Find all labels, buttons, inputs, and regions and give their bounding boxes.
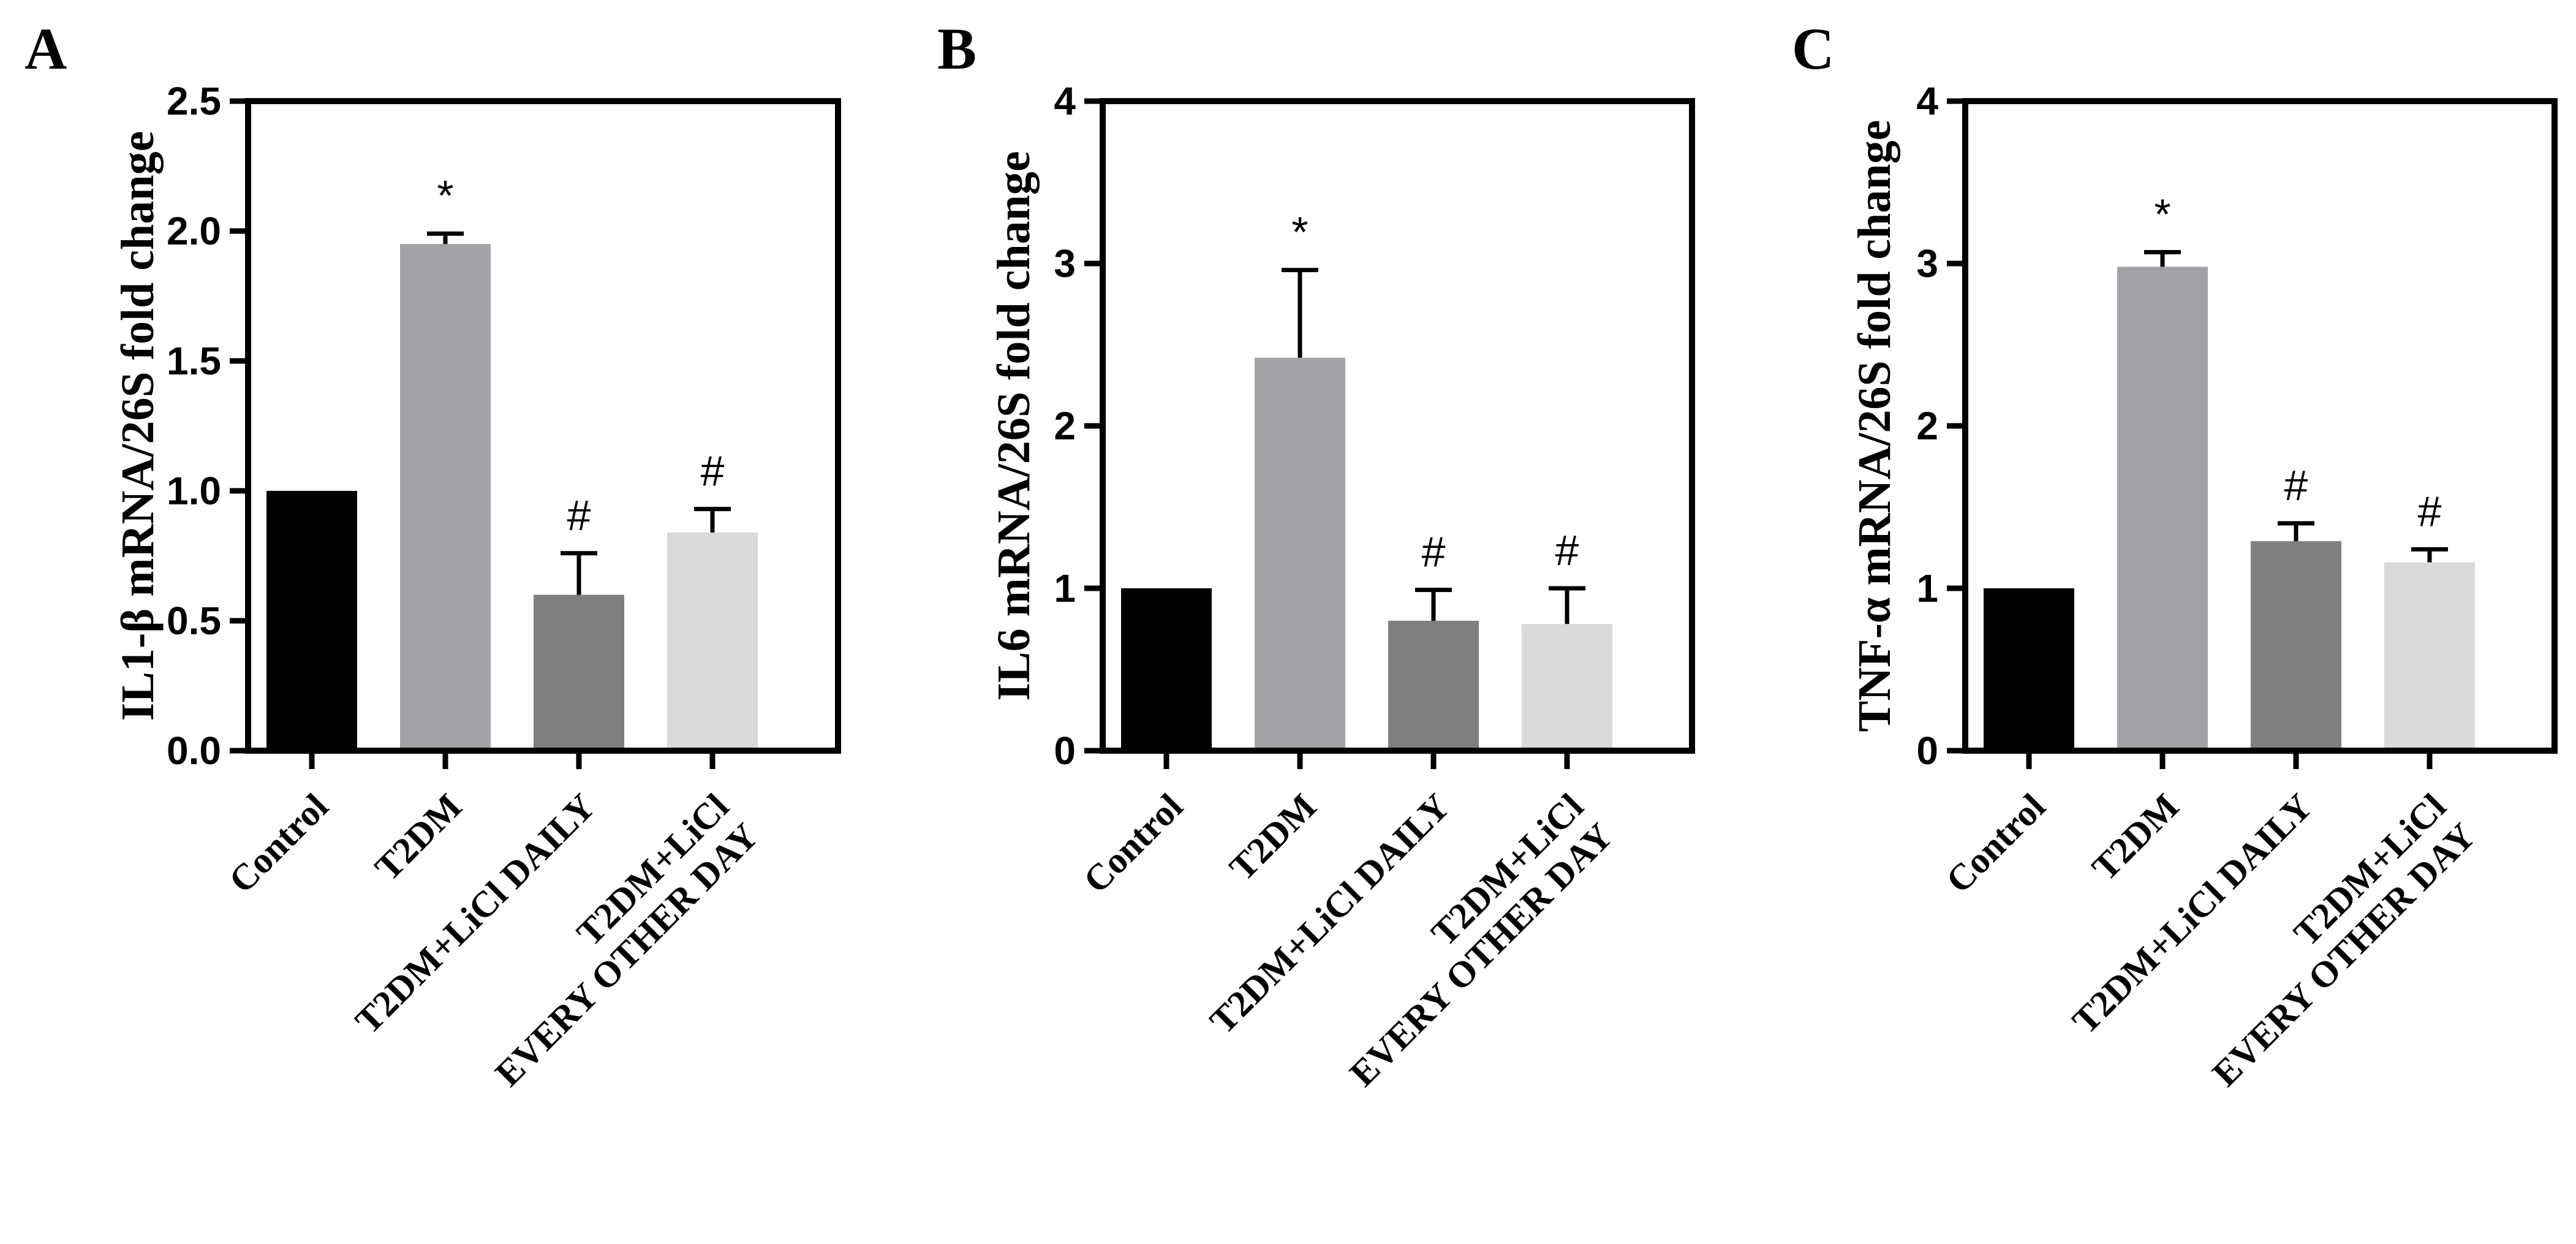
significance-asterisk: * <box>1291 208 1308 256</box>
x-tick-label: T2DM <box>2084 786 2186 889</box>
x-tick-label: T2DM+LiClEVERY OTHER DAY <box>458 786 766 1094</box>
x-tick-label: T2DM+LiClEVERY OTHER DAY <box>1313 786 1621 1094</box>
y-tick-label: 0 <box>1054 729 1076 773</box>
y-tick-label: 1 <box>1054 566 1076 610</box>
y-tick-label: 3 <box>1054 241 1076 286</box>
y-tick-label: 3 <box>1916 241 1938 286</box>
bar <box>534 594 624 751</box>
significance-hash: # <box>2418 487 2442 535</box>
y-tick-label: 4 <box>1054 79 1076 123</box>
x-tick-label: T2DM <box>1222 786 1324 889</box>
y-tick-label: 1.5 <box>167 339 221 383</box>
bar <box>667 532 758 751</box>
bar <box>2117 267 2208 751</box>
panel-c: C TNF-α mRNA/26S fold change Control * T2DM #… <box>1792 16 2558 1094</box>
bar <box>2384 562 2475 751</box>
y-axis-label: TNF-α mRNA/26S fold change <box>1849 120 1900 732</box>
y-tick-label: 0.0 <box>167 729 221 773</box>
y-tick-label: 1 <box>1916 566 1938 610</box>
bar <box>1121 588 1212 751</box>
y-tick-label: 2.5 <box>167 79 221 123</box>
x-tick-label: Control <box>1076 786 1190 901</box>
bar <box>400 244 491 751</box>
significance-hash: # <box>567 491 591 539</box>
bar <box>1388 621 1479 751</box>
bar <box>266 491 357 751</box>
y-tick-label: 0.5 <box>167 599 221 643</box>
bar <box>1984 588 2074 751</box>
significance-hash: # <box>701 447 725 495</box>
significance-asterisk: * <box>437 172 453 219</box>
panel-b: B IL6 mRNA/26S fold change Control * T2DM # T2… <box>937 16 1695 1094</box>
panel-letter: C <box>1792 16 1834 82</box>
x-tick-label: Control <box>1938 786 2053 901</box>
bar <box>1255 357 1345 751</box>
y-tick-label: 1.0 <box>167 469 221 513</box>
plot-frame <box>1962 98 2558 754</box>
y-axis-label: IL1-β mRNA/26S fold change <box>112 131 164 721</box>
panel-letter: B <box>937 16 976 82</box>
x-tick-label: T2DM+LiClEVERY OTHER DAY <box>2175 786 2483 1094</box>
y-axis-label: IL6 mRNA/26S fold change <box>988 151 1040 700</box>
y-tick-label: 2 <box>1916 404 1938 448</box>
panel-a: A IL1-β mRNA/26S fold change Control * T2DM #… <box>25 16 841 1094</box>
y-tick-label: 2.0 <box>167 209 221 253</box>
bar <box>1522 624 1612 751</box>
y-tick-label: 0 <box>1916 729 1938 773</box>
panel-letter: A <box>25 16 67 82</box>
significance-hash: # <box>2284 461 2308 509</box>
plot-frame <box>245 98 841 754</box>
significance-asterisk: * <box>2154 190 2170 238</box>
x-tick-label: T2DM <box>367 786 469 889</box>
plot-frame <box>1100 98 1695 754</box>
x-tick-label: Control <box>221 786 336 901</box>
y-tick-label: 2 <box>1054 404 1076 448</box>
bar <box>2251 541 2341 751</box>
y-tick-label: 4 <box>1916 79 1938 123</box>
significance-hash: # <box>1555 526 1579 574</box>
significance-hash: # <box>1422 528 1446 576</box>
